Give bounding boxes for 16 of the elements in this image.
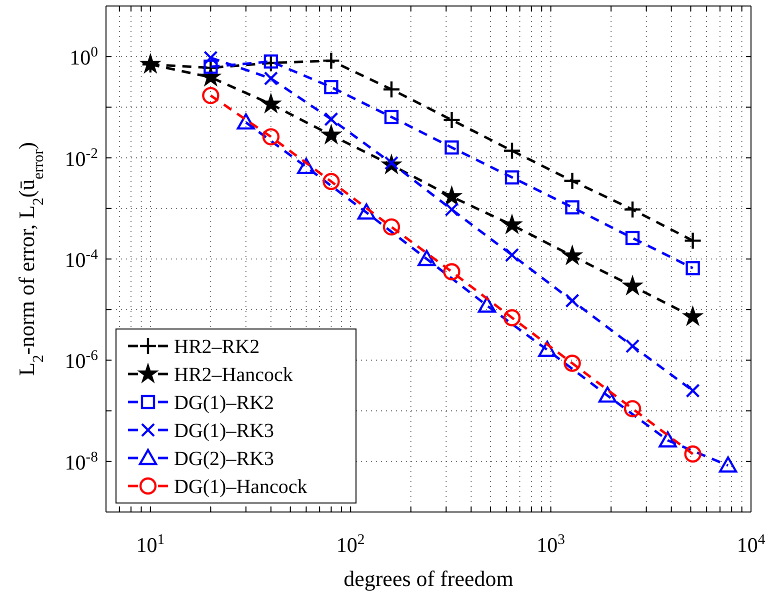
y-tick-label: 10$^{0}$ bbox=[70, 44, 98, 70]
x-tick-label: 10$^{2}$ bbox=[336, 532, 365, 557]
y-tick-label: 10$^{-8}$ bbox=[64, 449, 98, 474]
y-tick-label: 10$^{-6}$ bbox=[64, 348, 98, 374]
y-tick-label: 10$^{-2}$ bbox=[64, 146, 98, 171]
legend-label: HR2–RK2 bbox=[174, 336, 260, 358]
x-tick-label: 10$^{3}$ bbox=[536, 532, 565, 557]
x-tick-label: 10$^{1}$ bbox=[136, 532, 165, 557]
legend-label: DG(1)–RK2 bbox=[174, 392, 274, 414]
legend-label: DG(2)–RK3 bbox=[174, 448, 274, 470]
x-axis-title: degrees of freedom bbox=[344, 566, 514, 591]
legend-label: DG(1)–RK3 bbox=[174, 420, 274, 442]
legend-label: HR2–Hancock bbox=[174, 364, 293, 386]
legend-label: DG(1)–Hancock bbox=[174, 476, 308, 498]
x-tick-label: 10$^{4}$ bbox=[736, 532, 766, 557]
y-tick-label: 10$^{-4}$ bbox=[64, 247, 99, 272]
